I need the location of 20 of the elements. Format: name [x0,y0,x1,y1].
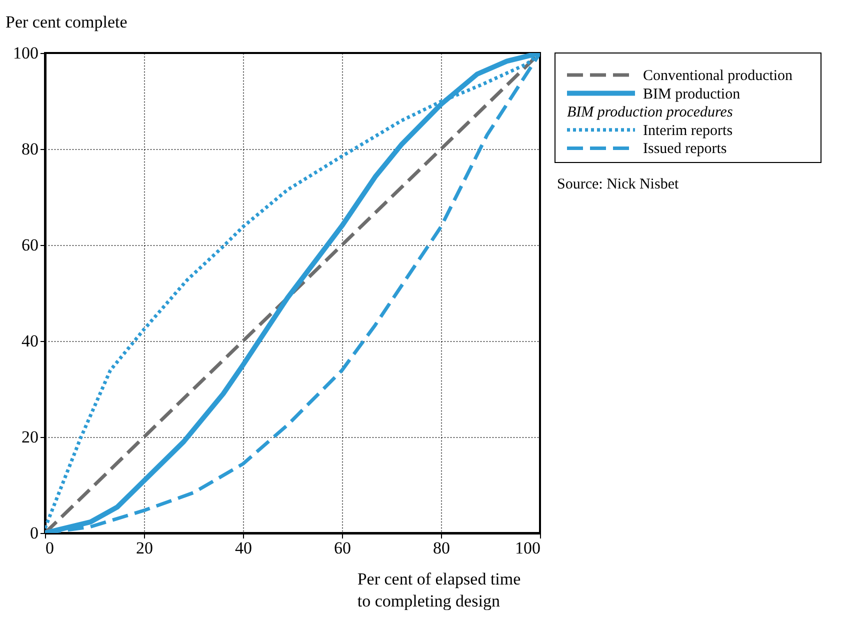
y-tick-label: 0 [30,524,38,542]
x-tick-label: 40 [235,538,252,558]
y-tick-label: 20 [22,428,38,446]
y-axis-title: Per cent complete [6,12,128,32]
y-tick-label: 80 [22,140,38,158]
legend-label: Interim reports [643,122,733,139]
legend-label: Issued reports [643,141,727,158]
y-tick-label: 100 [13,44,38,62]
source-note: Source: Nick Nisbet [557,176,680,192]
legend-label: Conventional production [643,68,794,84]
y-tick-label: 60 [22,236,38,254]
x-tick-label: 100 [515,538,540,558]
x-axis-title: Per cent of elapsed time to completing design [357,570,521,610]
legend-label: BIM production [643,86,741,102]
x-tick-label: 60 [334,538,351,558]
x-tick-label: 20 [136,538,153,558]
y-tick-label: 40 [22,332,38,350]
text: BIM production procedures [567,104,733,121]
x-tick-label: 0 [46,538,54,558]
x-tick-label: 80 [433,538,450,558]
